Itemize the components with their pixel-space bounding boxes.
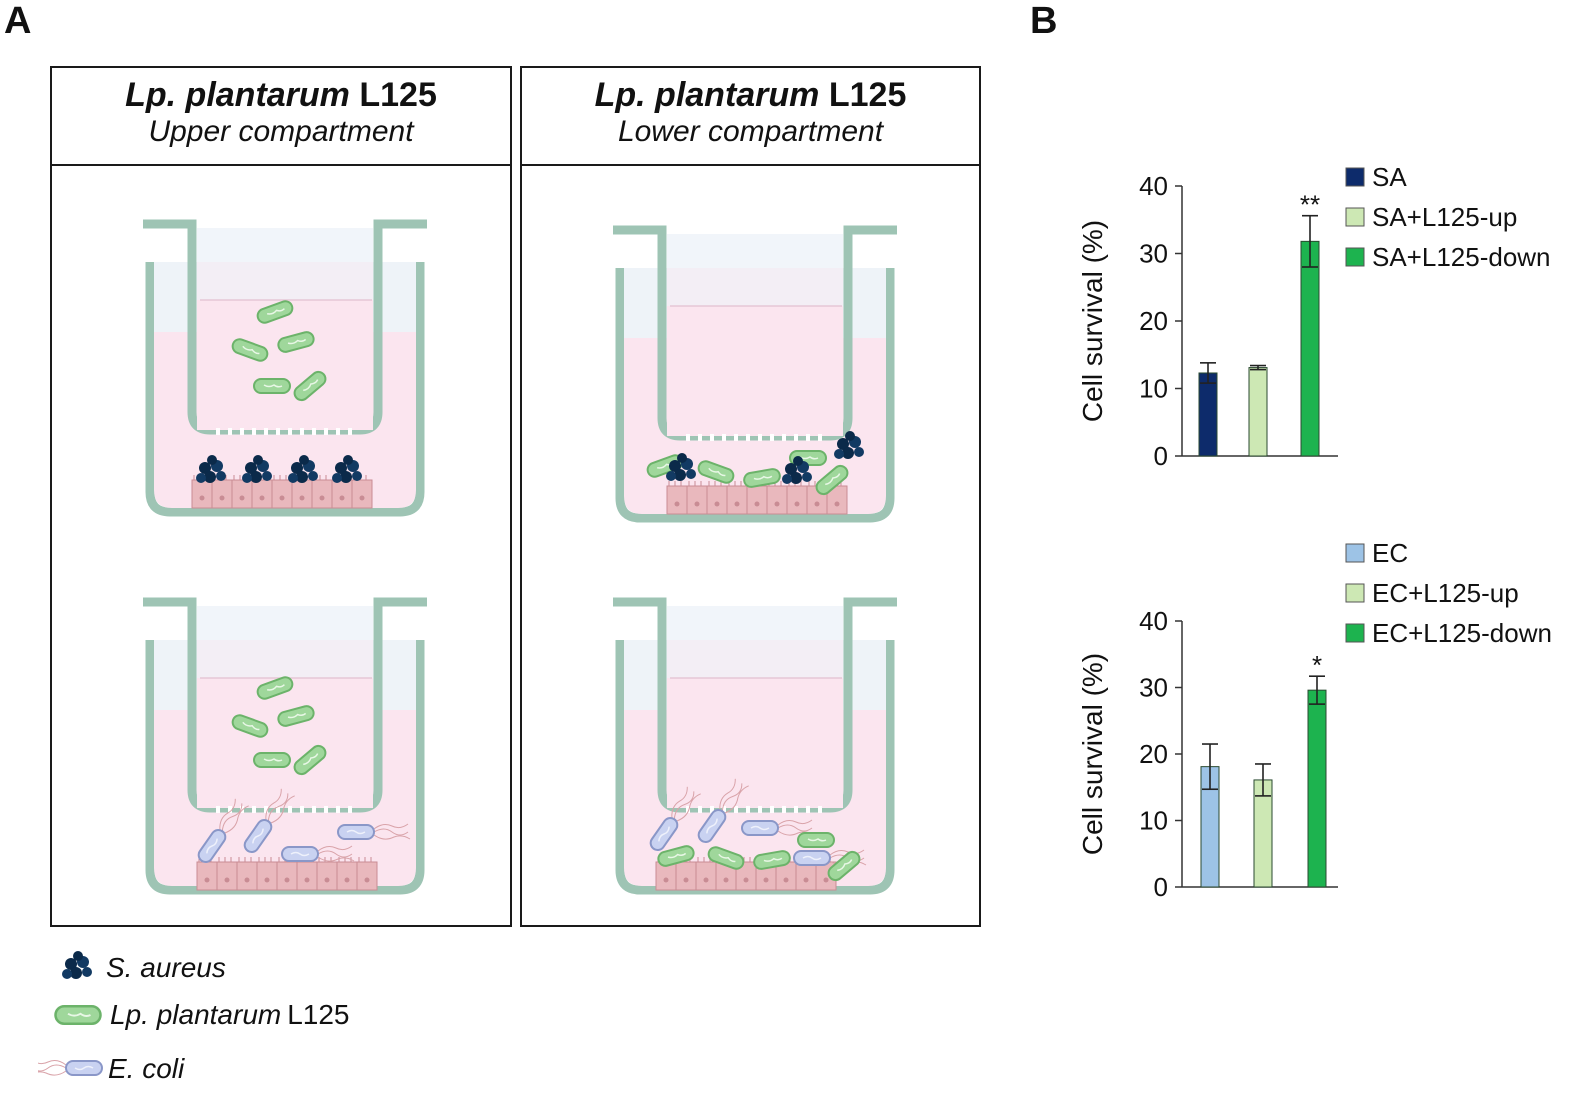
- upper-compartment-header: Lp. plantarum L125 Upper compartment: [50, 66, 512, 166]
- panel-b-letter: B: [1030, 0, 1058, 42]
- bar-SA: [1198, 372, 1218, 457]
- legend-label: SA+L125-up: [1372, 202, 1517, 232]
- chart-sa: 0 10 20 30 40 Cell survival (%) ** SA SA+L125-up…: [1077, 162, 1551, 471]
- well-upper-sa: [143, 224, 427, 512]
- y-tick-label: 10: [1139, 374, 1168, 404]
- significance-label: **: [1300, 190, 1320, 220]
- legend-item-s-aureus: S. aureus: [56, 948, 226, 988]
- e-coli-flagellated-icon: [38, 1059, 103, 1077]
- y-axis-label: Cell survival (%): [1077, 653, 1108, 855]
- header-strain: L125: [828, 76, 907, 114]
- y-tick-label: 0: [1154, 872, 1168, 902]
- panel-a-letter: A: [4, 0, 32, 42]
- header-subtitle: Lower compartment: [617, 115, 884, 148]
- bar-SA+L125-up: [1248, 367, 1268, 457]
- lower-compartment-header: Lp. plantarum L125 Lower compartment: [520, 66, 981, 166]
- legend-label: SA: [1372, 162, 1407, 192]
- y-tick-label: 30: [1139, 673, 1168, 703]
- legend-label: EC+L125-up: [1372, 578, 1519, 608]
- bar-EC+L125-down: [1307, 689, 1327, 888]
- y-tick-label: 40: [1139, 171, 1168, 201]
- y-tick-label: 20: [1139, 306, 1168, 336]
- legend-item-lp-plantarum: Lp. plantarum L125: [52, 998, 350, 1032]
- header-species: Lp. plantarum: [594, 76, 820, 114]
- y-tick-label: 20: [1139, 739, 1168, 769]
- legend-item-e-coli: E. coli: [38, 1050, 184, 1088]
- header-species: Lp. plantarum: [125, 76, 350, 114]
- legend-label: Lp. plantarum: [110, 999, 282, 1030]
- legend-label: EC+L125-down: [1372, 618, 1552, 648]
- y-tick-label: 10: [1139, 806, 1168, 836]
- legend-label: SA+L125-down: [1372, 242, 1551, 272]
- legend-swatch: [1345, 207, 1365, 227]
- legend-swatch: [1345, 543, 1365, 563]
- significance-label: *: [1312, 650, 1322, 680]
- header-strain: L125: [359, 76, 437, 114]
- s-aureus-cluster-icon: [62, 951, 92, 979]
- lp-plantarum-rod-icon: [54, 1005, 102, 1025]
- well-lower-ec: [613, 602, 897, 890]
- legend-swatch: [1345, 247, 1365, 267]
- y-axis-label: Cell survival (%): [1077, 220, 1108, 422]
- transwell-illustrations: [0, 0, 1000, 1114]
- well-lower-sa: [613, 230, 897, 518]
- header-subtitle: Upper compartment: [148, 115, 414, 148]
- y-tick-label: 30: [1139, 239, 1168, 269]
- legend-swatch: [1345, 167, 1365, 187]
- legend-label: S. aureus: [106, 952, 226, 983]
- y-tick-label: 40: [1139, 606, 1168, 636]
- well-upper-ec: [143, 602, 427, 890]
- chart-ec: 0 10 20 30 40 Cell survival (%) * EC EC+L125-up E…: [1077, 538, 1552, 902]
- legend-label: E. coli: [108, 1053, 185, 1084]
- y-tick-label: 0: [1154, 441, 1168, 471]
- legend-label: EC: [1372, 538, 1408, 568]
- legend-swatch: [1345, 623, 1365, 643]
- legend-strain: L125: [287, 999, 350, 1030]
- legend-swatch: [1345, 583, 1365, 603]
- bar-SA+L125-down: [1300, 240, 1320, 457]
